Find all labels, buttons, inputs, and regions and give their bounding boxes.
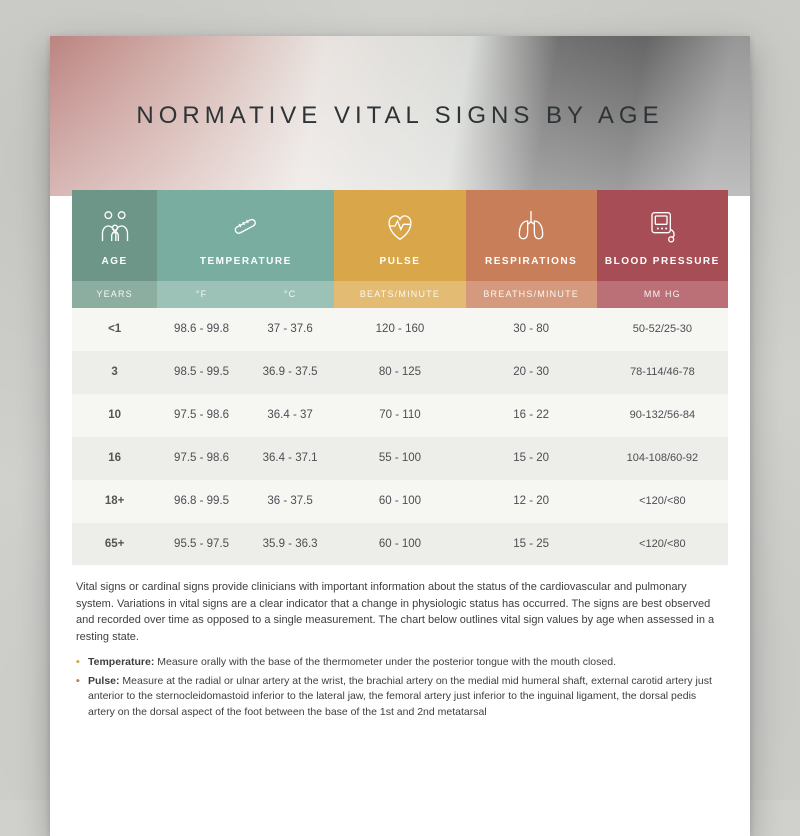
col-header-age: AGE [72, 190, 157, 281]
cell-resp: 15 - 20 [466, 437, 597, 480]
cell-temp-f: 98.6 - 99.8 [157, 308, 246, 351]
bullet-list: • Temperature: Measure orally with the ba… [76, 655, 724, 720]
cell-pulse: 60 - 100 [334, 480, 465, 523]
bullet-text: Measure at the radial or ulnar artery at… [88, 675, 712, 717]
unit-temp-c: °C [246, 281, 335, 308]
cell-bp: <120/<80 [597, 523, 728, 566]
unit-pulse: BEATS/MINUTE [334, 281, 465, 308]
cell-age: 18+ [72, 480, 157, 523]
cell-bp: <120/<80 [597, 480, 728, 523]
cell-age: 10 [72, 394, 157, 437]
cell-temp-f: 95.5 - 97.5 [157, 523, 246, 566]
cell-bp: 90-132/56-84 [597, 394, 728, 437]
cell-temp-c: 36 - 37.5 [246, 480, 335, 523]
unit-bp: MM HG [597, 281, 728, 308]
bullet-lead: Temperature: [88, 656, 154, 668]
col-header-pulse: PULSE [334, 190, 465, 281]
cell-age: <1 [72, 308, 157, 351]
cell-pulse: 120 - 160 [334, 308, 465, 351]
cell-age: 65+ [72, 523, 157, 566]
col-label-temperature: TEMPERATURE [200, 256, 292, 267]
bullet-marker: • [76, 655, 80, 670]
col-header-bp: BLOOD PRESSURE [597, 190, 728, 281]
cell-resp: 30 - 80 [466, 308, 597, 351]
cell-temp-f: 97.5 - 98.6 [157, 437, 246, 480]
table-row: 18+96.8 - 99.536 - 37.560 - 10012 - 20<1… [72, 480, 728, 523]
cell-bp: 104-108/60-92 [597, 437, 728, 480]
page-title: NORMATIVE VITAL SIGNS BY AGE [136, 102, 663, 130]
vitals-table-wrap: AGE TEMPERATURE [50, 190, 750, 565]
bullet-lead: Pulse: [88, 675, 120, 687]
body-text: Vital signs or cardinal signs provide cl… [50, 565, 750, 720]
table-row: 1697.5 - 98.636.4 - 37.155 - 10015 - 201… [72, 437, 728, 480]
unit-age: YEARS [72, 281, 157, 308]
table-row: 398.5 - 99.536.9 - 37.580 - 12520 - 3078… [72, 351, 728, 394]
cell-resp: 15 - 25 [466, 523, 597, 566]
cell-resp: 16 - 22 [466, 394, 597, 437]
table-row: 65+95.5 - 97.535.9 - 36.360 - 10015 - 25… [72, 523, 728, 566]
cell-temp-f: 96.8 - 99.5 [157, 480, 246, 523]
cell-pulse: 80 - 125 [334, 351, 465, 394]
table-row: <198.6 - 99.837 - 37.6120 - 16030 - 8050… [72, 308, 728, 351]
cell-temp-c: 35.9 - 36.3 [246, 523, 335, 566]
thermometer-icon [161, 202, 330, 250]
intro-paragraph: Vital signs or cardinal signs provide cl… [76, 579, 724, 645]
cell-temp-c: 37 - 37.6 [246, 308, 335, 351]
document-page: NORMATIVE VITAL SIGNS BY AGE AGE [50, 36, 750, 836]
col-label-pulse: PULSE [380, 256, 421, 267]
bullet-item: • Pulse: Measure at the radial or ulnar a… [76, 674, 724, 720]
cell-temp-f: 98.5 - 99.5 [157, 351, 246, 394]
cell-pulse: 70 - 110 [334, 394, 465, 437]
family-icon [76, 202, 153, 250]
cell-resp: 20 - 30 [466, 351, 597, 394]
cell-bp: 78-114/46-78 [597, 351, 728, 394]
col-label-age: AGE [102, 256, 128, 267]
cell-age: 3 [72, 351, 157, 394]
lungs-icon [470, 202, 593, 250]
col-label-bp: BLOOD PRESSURE [605, 256, 720, 267]
cell-temp-c: 36.9 - 37.5 [246, 351, 335, 394]
cell-bp: 50-52/25-30 [597, 308, 728, 351]
col-header-respirations: RESPIRATIONS [466, 190, 597, 281]
cell-temp-f: 97.5 - 98.6 [157, 394, 246, 437]
hero-banner: NORMATIVE VITAL SIGNS BY AGE [50, 36, 750, 196]
cell-age: 16 [72, 437, 157, 480]
unit-temp-f: °F [157, 281, 246, 308]
table-row: 1097.5 - 98.636.4 - 3770 - 11016 - 2290-… [72, 394, 728, 437]
table-units-row: YEARS °F °C BEATS/MINUTE BREATHS/MINUTE … [72, 281, 728, 308]
cell-pulse: 55 - 100 [334, 437, 465, 480]
cell-temp-c: 36.4 - 37 [246, 394, 335, 437]
col-label-respirations: RESPIRATIONS [485, 256, 577, 267]
bullet-item: • Temperature: Measure orally with the ba… [76, 655, 724, 670]
bp-monitor-icon [601, 202, 724, 250]
vitals-table: AGE TEMPERATURE [72, 190, 728, 565]
bullet-marker: • [76, 674, 80, 689]
col-header-temperature: TEMPERATURE [157, 190, 334, 281]
bullet-text: Measure orally with the base of the ther… [154, 656, 616, 668]
cell-pulse: 60 - 100 [334, 523, 465, 566]
vitals-tbody: <198.6 - 99.837 - 37.6120 - 16030 - 8050… [72, 308, 728, 566]
heart-icon [338, 202, 461, 250]
table-header-row: AGE TEMPERATURE [72, 190, 728, 281]
cell-resp: 12 - 20 [466, 480, 597, 523]
unit-resp: BREATHS/MINUTE [466, 281, 597, 308]
cell-temp-c: 36.4 - 37.1 [246, 437, 335, 480]
